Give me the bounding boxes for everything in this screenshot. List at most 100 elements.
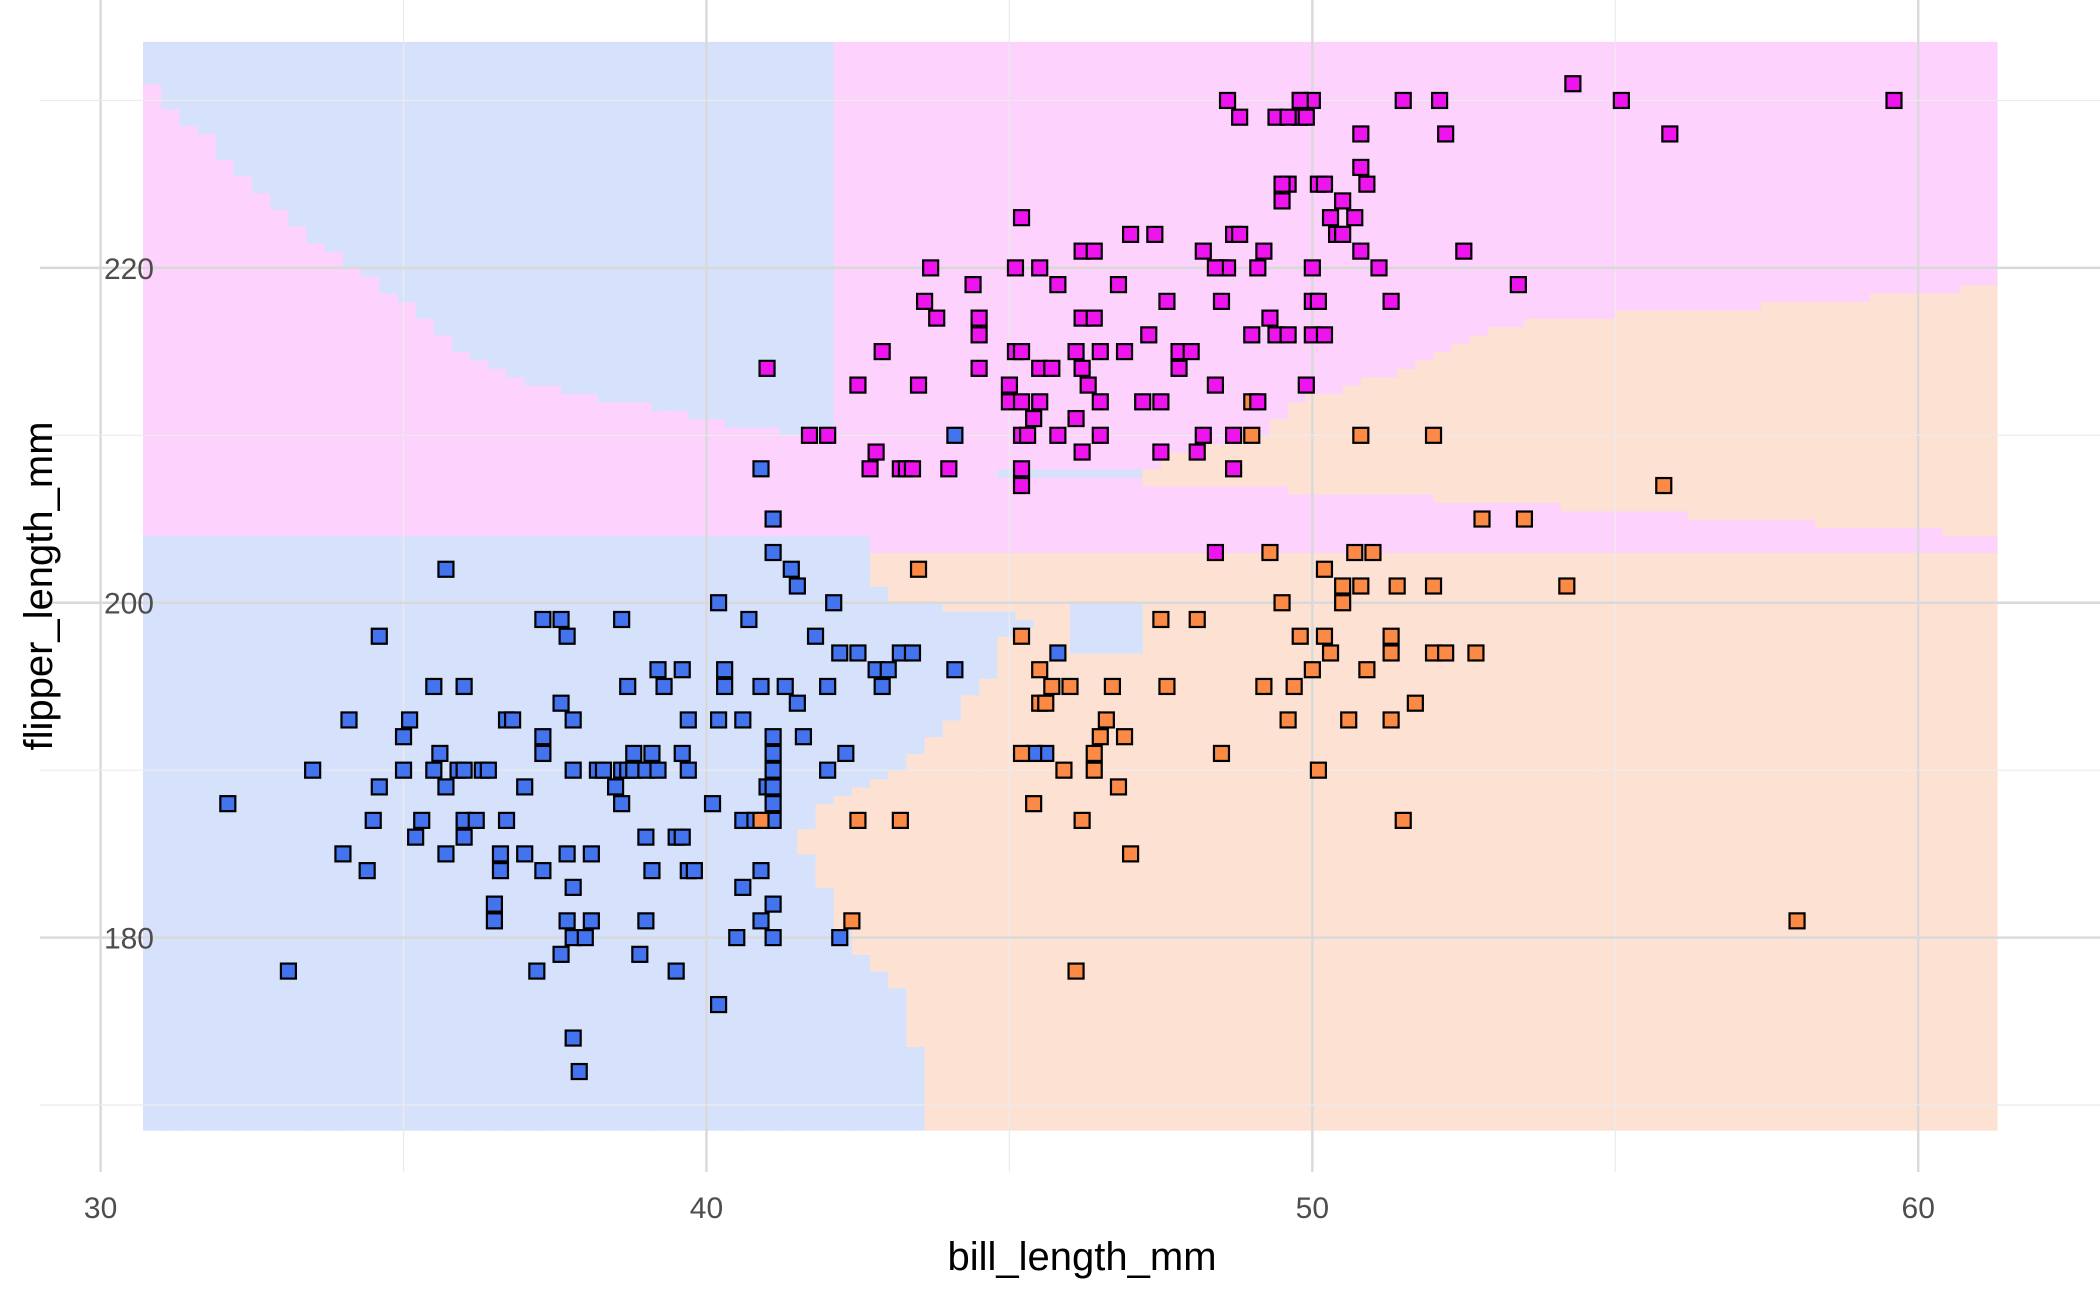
- data-point-series-1: [794, 728, 813, 746]
- region-tile: [1015, 477, 1035, 554]
- data-point-series-1: [340, 711, 358, 729]
- region-tile: [833, 41, 853, 537]
- data-point-series-3: [1012, 209, 1031, 227]
- region-tile: [1615, 552, 1635, 1131]
- data-point-series-1: [534, 862, 552, 880]
- region-tile: [597, 535, 617, 1131]
- data-point-series-1: [946, 426, 964, 444]
- region-tile: [906, 1046, 926, 1131]
- region-tile: [579, 41, 599, 395]
- data-point-series-3: [1031, 393, 1049, 411]
- data-point-series-1: [903, 644, 922, 662]
- data-point-series-2: [1067, 962, 1085, 980]
- region-tile: [924, 552, 944, 604]
- data-point-series-3: [1279, 108, 1297, 126]
- region-tile: [470, 359, 489, 537]
- region-tile: [1906, 293, 1925, 528]
- region-tile: [1887, 41, 1907, 294]
- region-tile: [1142, 41, 1162, 470]
- region-tile: [1160, 552, 1180, 1131]
- data-point-series-3: [1043, 359, 1061, 377]
- region-tile: [815, 803, 835, 888]
- region-tile: [361, 535, 380, 1131]
- data-point-series-1: [613, 795, 631, 813]
- data-point-series-3: [970, 326, 988, 344]
- data-point-series-2: [1061, 677, 1079, 696]
- region-tile: [1015, 552, 1035, 621]
- data-point-series-3: [1194, 242, 1212, 260]
- data-point-series-3: [1273, 192, 1291, 210]
- data-point-series-2: [1273, 594, 1291, 612]
- data-point-series-3: [1394, 91, 1412, 110]
- data-point-series-1: [576, 928, 594, 947]
- region-tile: [1597, 41, 1616, 319]
- region-tile: [1015, 619, 1035, 629]
- data-point-series-2: [1285, 677, 1303, 696]
- x-tick-label: 60: [1902, 1192, 1935, 1225]
- data-point-series-1: [643, 862, 661, 880]
- region-tile: [979, 611, 998, 679]
- region-tile: [615, 401, 635, 537]
- region-tile: [851, 535, 871, 788]
- data-point-series-1: [709, 711, 728, 729]
- region-tile: [1851, 552, 1871, 1131]
- region-tile: [1542, 502, 1562, 554]
- data-point-series-3: [1612, 91, 1630, 110]
- data-point-series-3: [1297, 376, 1315, 394]
- data-point-series-1: [503, 711, 522, 729]
- data-point-series-3: [1885, 91, 1903, 110]
- region-tile: [542, 41, 562, 386]
- region-tile: [797, 435, 817, 537]
- data-point-series-3: [1109, 276, 1128, 294]
- region-tile: [1106, 652, 1126, 1131]
- region-tile: [1942, 41, 1962, 294]
- data-point-series-1: [534, 728, 552, 746]
- region-tile: [1778, 41, 1798, 302]
- region-tile: [1051, 41, 1071, 470]
- data-point-series-3: [1049, 426, 1067, 444]
- region-tile: [524, 41, 544, 386]
- data-point-series-2: [1309, 761, 1328, 779]
- region-tile: [1942, 293, 1962, 537]
- data-point-series-1: [734, 711, 752, 729]
- region-tile: [488, 41, 508, 369]
- region-tile: [1869, 41, 1889, 294]
- region-tile: [197, 41, 217, 135]
- data-point-series-1: [606, 778, 625, 796]
- data-point-series-2: [843, 912, 861, 930]
- data-point-series-3: [909, 376, 928, 394]
- region-tile: [1451, 502, 1471, 554]
- region-tile: [1542, 552, 1562, 1131]
- data-point-series-2: [1109, 778, 1128, 796]
- region-tile: [1142, 485, 1162, 554]
- region-tile: [797, 41, 817, 436]
- data-point-series-3: [1012, 393, 1031, 411]
- region-tile: [1960, 535, 1980, 554]
- region-tile: [906, 753, 926, 1048]
- data-point-series-3: [1334, 225, 1352, 243]
- region-tile: [906, 41, 926, 554]
- data-point-series-2: [1437, 644, 1455, 662]
- region-tile: [906, 602, 926, 755]
- region-tile: [1160, 485, 1180, 554]
- region-tile: [1760, 301, 1780, 520]
- region-tile: [233, 175, 253, 537]
- data-point-series-3: [1012, 343, 1031, 361]
- region-tile: [379, 293, 399, 537]
- region-tile: [1542, 41, 1562, 319]
- data-point-series-3: [1121, 225, 1140, 243]
- data-point-series-3: [928, 309, 946, 327]
- region-tile: [1488, 326, 1507, 503]
- region-tile: [1269, 485, 1289, 554]
- data-point-series-2: [1055, 761, 1073, 779]
- region-tile: [1669, 552, 1689, 1131]
- region-tile: [1433, 552, 1453, 1131]
- region-tile: [1833, 552, 1853, 1131]
- region-tile: [1651, 510, 1671, 554]
- data-point-series-3: [1509, 276, 1527, 294]
- region-tile: [1469, 502, 1489, 554]
- data-point-series-1: [479, 761, 497, 779]
- region-tile: [306, 41, 326, 244]
- data-point-series-1: [831, 644, 849, 662]
- data-point-series-2: [1279, 711, 1297, 729]
